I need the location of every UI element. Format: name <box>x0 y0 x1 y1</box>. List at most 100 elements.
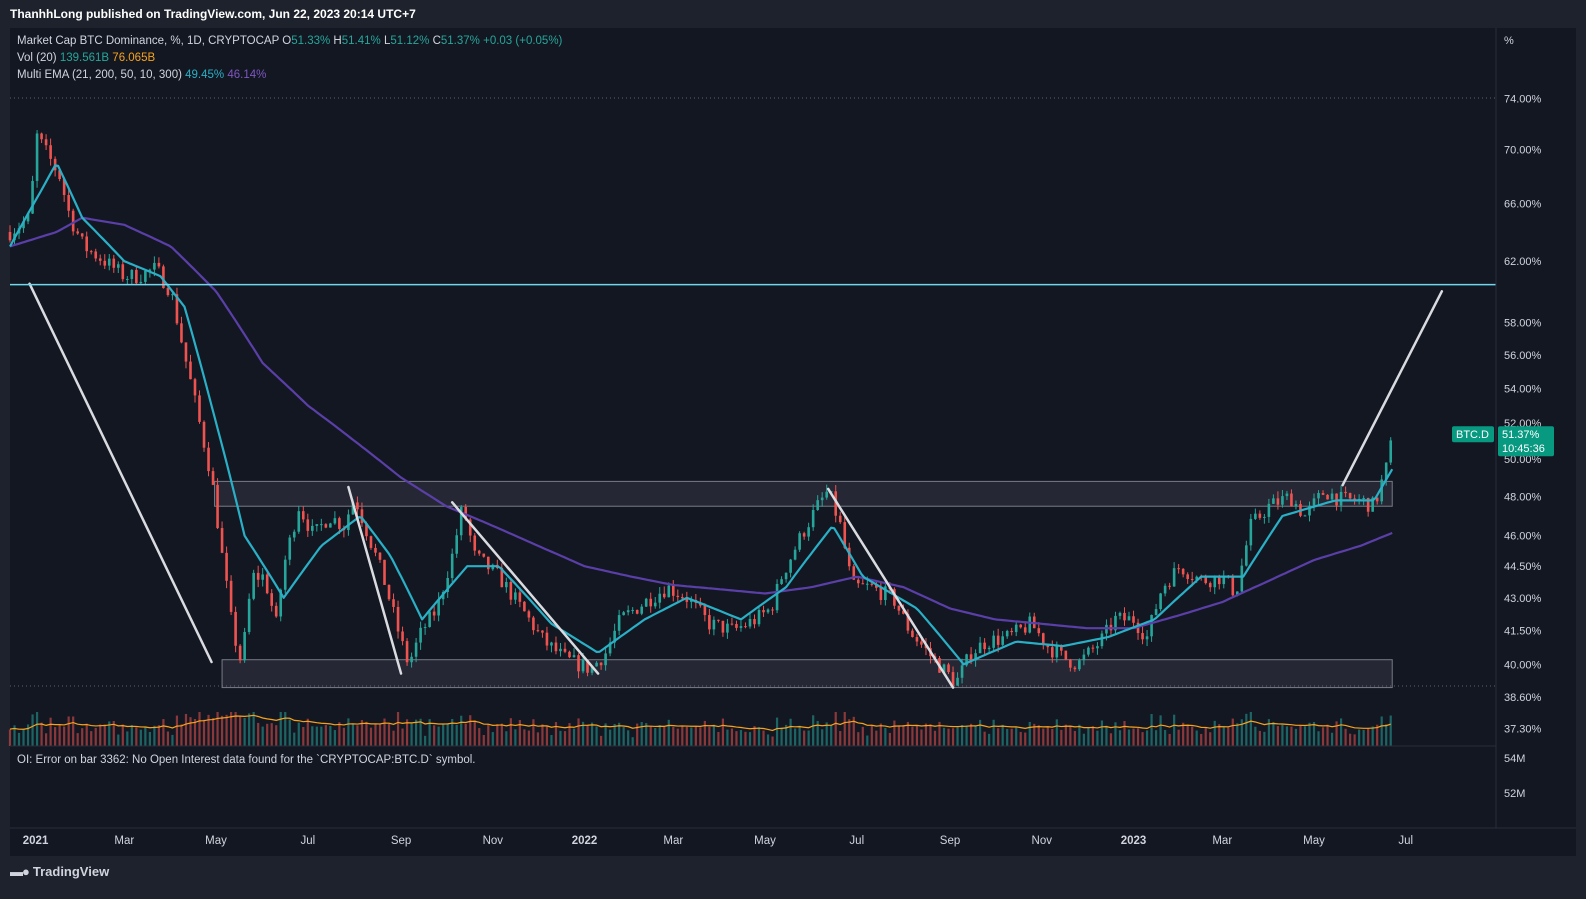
volume-bar <box>216 712 219 746</box>
volume-bar <box>1353 734 1356 746</box>
volume-bar <box>1362 729 1365 746</box>
candle-body <box>1276 498 1280 505</box>
volume-bar <box>1236 723 1239 746</box>
candle-body <box>793 549 797 560</box>
candle-body <box>613 630 616 643</box>
candle-body <box>1087 647 1090 655</box>
volume-bar <box>288 719 291 746</box>
candle-body <box>428 611 431 628</box>
candle-body <box>423 627 427 629</box>
candle-body <box>139 281 143 284</box>
volume-bar <box>1263 731 1266 746</box>
volume-bar <box>1033 723 1036 746</box>
symbol-name[interactable]: Market Cap BTC Dominance, %, 1D, CRYPTOC… <box>17 35 280 47</box>
volume-bar <box>252 712 255 746</box>
candle-body <box>703 605 707 616</box>
candle-body <box>581 659 585 672</box>
volume-bar <box>1249 712 1252 746</box>
volume-bar <box>1294 728 1298 746</box>
candle-body <box>365 523 368 537</box>
volume-bar <box>433 725 436 746</box>
candle-body <box>992 635 995 648</box>
volume-bar <box>189 717 192 746</box>
volume-bar <box>1290 726 1293 746</box>
tradingview-logo[interactable]: ▬● TradingView <box>10 864 109 879</box>
volume-bar <box>378 724 382 746</box>
candle-body <box>432 611 436 616</box>
candle-body <box>505 581 508 588</box>
volume-bar <box>613 723 616 746</box>
candle-body <box>450 553 454 578</box>
volume-bar <box>568 723 571 746</box>
volume-bar <box>139 729 142 746</box>
candle-body <box>243 631 246 661</box>
volume-bar <box>1326 724 1329 746</box>
volume-bar <box>293 732 296 746</box>
candle-body <box>599 662 603 666</box>
volume-bar <box>180 724 183 746</box>
volume-bar <box>1308 722 1311 746</box>
candle-body <box>374 547 377 553</box>
candle-body <box>942 664 946 673</box>
candle-body <box>22 221 25 229</box>
volume-bar <box>658 725 661 746</box>
volume-bar <box>1254 726 1257 746</box>
candle-body <box>608 642 612 654</box>
candle-body <box>1118 612 1122 616</box>
y-tick-label: 74.00% <box>1504 93 1542 105</box>
candle-body <box>739 626 743 628</box>
volume-label[interactable]: Vol (20) <box>17 52 57 64</box>
ema-slow-line <box>9 216 1393 630</box>
volume-bar <box>234 712 237 746</box>
candle-body <box>85 236 89 252</box>
candle-body <box>1290 493 1293 507</box>
volume-bar <box>527 730 530 746</box>
volume-bar <box>261 726 264 746</box>
candle-body <box>1213 575 1217 588</box>
support-resistance-zone <box>221 659 1393 689</box>
chart-panel[interactable] <box>10 28 1576 856</box>
ema-label[interactable]: Multi EMA (21, 200, 50, 10, 300) <box>17 69 182 81</box>
candle-body <box>333 518 337 524</box>
candle-body <box>834 491 838 516</box>
volume-bar <box>703 720 706 746</box>
candle-body <box>969 654 973 661</box>
candle-body <box>1263 516 1266 518</box>
volume-bar <box>1136 728 1140 746</box>
candle-body <box>1010 630 1013 633</box>
candle-body <box>1064 650 1068 660</box>
volume-bar <box>667 719 670 746</box>
candle-body <box>347 514 350 531</box>
candle-body <box>405 641 409 663</box>
volume-bar <box>279 712 282 746</box>
y-tick-label: 62.00% <box>1504 256 1542 268</box>
oi-error-message: OI: Error on bar 3362: No Open Interest … <box>17 754 476 766</box>
y-tick-label: 56.00% <box>1504 350 1542 362</box>
volume-bar <box>1010 728 1013 746</box>
volume-bar <box>1123 720 1126 746</box>
candle-body <box>518 592 522 602</box>
x-tick-label: Nov <box>1032 835 1053 847</box>
candle-body <box>297 511 301 532</box>
volume-bar <box>202 719 206 746</box>
publisher-bar: ThanhhLong published on TradingView.com,… <box>0 0 1586 28</box>
volume-bar <box>640 722 643 746</box>
candle-body <box>130 269 134 279</box>
candle-body <box>216 484 219 529</box>
candle-body <box>153 262 156 270</box>
candle-body <box>419 627 422 643</box>
volume-bar <box>505 731 508 746</box>
candle-body <box>1208 583 1212 588</box>
candle-body <box>541 630 544 633</box>
volume-bar <box>392 730 395 746</box>
volume-bar <box>1299 725 1302 746</box>
ema-fast-value: 49.45% <box>185 69 225 81</box>
candle-body <box>920 641 923 645</box>
volume-bar <box>843 712 846 746</box>
candle-body <box>1041 633 1045 645</box>
candle-body <box>951 672 955 686</box>
volume-bar <box>487 724 490 746</box>
symbol-tag-box <box>1452 426 1494 443</box>
candle-body <box>1294 504 1298 507</box>
